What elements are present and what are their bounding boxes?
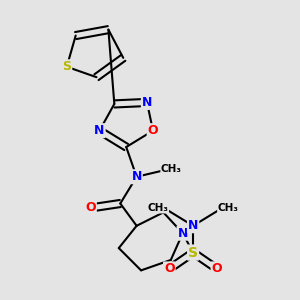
Text: N: N	[94, 124, 105, 137]
Text: S: S	[62, 60, 71, 73]
Text: CH₃: CH₃	[161, 164, 182, 174]
Text: O: O	[164, 262, 175, 275]
Text: CH₃: CH₃	[218, 203, 239, 213]
Text: O: O	[212, 262, 222, 275]
Text: N: N	[188, 219, 198, 232]
Text: O: O	[148, 124, 158, 137]
Text: N: N	[131, 170, 142, 183]
Text: N: N	[142, 96, 152, 109]
Text: S: S	[188, 245, 198, 260]
Text: CH₃: CH₃	[148, 203, 169, 213]
Text: N: N	[178, 227, 188, 240]
Text: O: O	[85, 202, 96, 214]
